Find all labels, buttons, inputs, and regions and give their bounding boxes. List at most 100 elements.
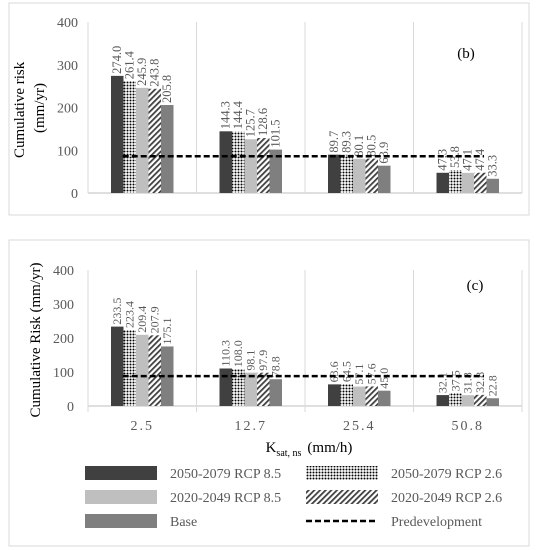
- bar: [449, 393, 462, 406]
- data-label: 45.0: [377, 368, 391, 389]
- data-label: 63.9: [377, 142, 391, 164]
- legend-label: 2050-2079 RCP 2.6: [391, 467, 502, 482]
- bar: [474, 172, 487, 193]
- bar: [353, 386, 366, 406]
- bar: [269, 149, 282, 193]
- y-tick-label: 0: [71, 187, 78, 202]
- panel-b-ylabel: Cumulative risk (mm/yr): [12, 58, 48, 158]
- legend-swatch: [85, 490, 157, 504]
- data-label: 89.3: [340, 131, 354, 153]
- bar: [340, 384, 353, 406]
- panel-c-label: (c): [467, 278, 484, 294]
- data-label: 205.8: [160, 75, 174, 103]
- legend-label: 2050-2079 RCP 8.5: [170, 467, 281, 482]
- bar: [474, 394, 487, 406]
- legend-swatch: [306, 466, 378, 480]
- bar: [449, 170, 462, 193]
- bar: [111, 75, 124, 193]
- bar: [111, 326, 124, 406]
- bar: [257, 138, 270, 193]
- data-label: 97.9: [256, 350, 270, 371]
- bar: [123, 330, 136, 406]
- bar: [365, 386, 378, 406]
- data-label: 32.1: [436, 372, 450, 393]
- bar: [232, 369, 245, 406]
- bar: [378, 165, 391, 193]
- data-label: 47.3: [436, 149, 450, 171]
- panel-b-ylabel-line1: Cumulative risk: [12, 61, 28, 158]
- data-label: 33.3: [486, 155, 500, 177]
- bar: [219, 368, 232, 406]
- bar: [148, 335, 161, 406]
- y-tick-label: 300: [53, 298, 74, 313]
- bar: [486, 178, 499, 193]
- bar: [436, 172, 449, 193]
- bar: [353, 158, 366, 193]
- legend-label: 2020-2049 RCP 8.5: [170, 491, 281, 506]
- legend-label: 2020-2049 RCP 2.6: [391, 491, 502, 506]
- data-label: 47.1: [461, 149, 475, 171]
- bar: [378, 390, 391, 406]
- data-label: 144.4: [231, 100, 245, 129]
- panel-c-xlabel: Ksat, ns (mm/h): [266, 440, 353, 459]
- y-tick-label: 0: [67, 400, 74, 415]
- data-label: 57.1: [352, 364, 366, 385]
- data-label: 125.7: [244, 109, 258, 137]
- y-tick-label: 200: [57, 102, 78, 117]
- bar: [340, 154, 353, 193]
- panel-c-xlabel-sub: sat, ns: [276, 448, 301, 459]
- y-tick-label: 400: [53, 264, 74, 279]
- panel-c-ylabel: Cumulative Risk (mm/yr): [28, 263, 44, 418]
- data-label: 110.3: [219, 340, 233, 367]
- chart-panel-c: (c) Cumulative Risk (mm/yr) Ksat, ns (mm/…: [28, 263, 523, 459]
- panel-b-label: (b): [457, 46, 475, 62]
- y-tick-label: 100: [53, 366, 74, 381]
- data-label: 57.6: [365, 363, 379, 384]
- y-tick-label: 200: [53, 332, 74, 347]
- data-label: 53.8: [448, 146, 462, 168]
- bar: [123, 81, 136, 193]
- panel-c-xlabel-unit: (mm/h): [307, 440, 352, 456]
- data-label: 207.9: [148, 306, 162, 333]
- data-label: 223.4: [123, 301, 137, 328]
- bar: [161, 105, 174, 193]
- bar: [136, 87, 149, 193]
- bar: [436, 395, 449, 406]
- legend-label: Predevelopment: [391, 515, 482, 530]
- data-label: 108.0: [231, 340, 245, 367]
- bar: [269, 379, 282, 406]
- panel-c-frame: [8, 239, 530, 547]
- bar: [461, 172, 474, 193]
- bar: [328, 154, 341, 193]
- data-label: 144.3: [219, 101, 233, 129]
- panel-b-ylabel-line2: (mm/yr): [32, 83, 48, 133]
- legend-swatch: [306, 490, 378, 504]
- data-label: 31.8: [461, 372, 475, 393]
- legend-swatch: [85, 514, 157, 528]
- bar: [244, 139, 257, 193]
- data-label: 243.8: [148, 59, 162, 87]
- data-label: 22.8: [486, 375, 500, 396]
- data-label: 89.7: [327, 131, 341, 153]
- legend-label: Base: [170, 515, 197, 530]
- panel-b-frame: [8, 2, 530, 216]
- data-label: 47.4: [473, 148, 487, 171]
- data-label: 101.5: [269, 119, 283, 147]
- bar: [486, 398, 499, 406]
- data-label: 128.6: [256, 108, 270, 136]
- y-tick-label: 400: [57, 16, 78, 31]
- bar: [148, 88, 161, 193]
- data-label: 80.1: [352, 135, 366, 157]
- x-tick-label: 2.5: [131, 419, 155, 434]
- bar: [219, 131, 232, 193]
- bar: [328, 384, 341, 406]
- legend: 2050-2079 RCP 8.5 2050-2079 RCP 2.6 2020-2…: [85, 466, 502, 530]
- x-tick-label: 50.8: [452, 419, 485, 434]
- bar: [232, 131, 245, 193]
- panel-c-xlabel-main: K: [266, 440, 277, 456]
- data-label: 274.0: [110, 46, 124, 74]
- bar: [244, 372, 257, 406]
- data-label: 98.1: [244, 350, 258, 371]
- y-tick-label: 300: [57, 59, 78, 74]
- data-label: 209.4: [135, 306, 149, 333]
